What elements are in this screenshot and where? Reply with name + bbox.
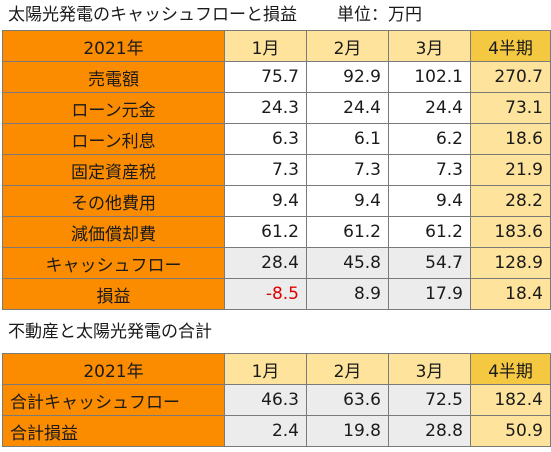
header-month-3[interactable]: 3月 [388,353,471,385]
row-label[interactable]: 合計キャッシュフロー [2,384,225,416]
cell-value[interactable]: 9.4 [306,185,389,217]
unit-label: 単位：万円 [337,5,422,25]
table-row: ローン元金 24.3 24.4 24.4 73.1 [2,92,551,124]
cell-value[interactable]: 7.3 [306,154,389,186]
cell-quarter-value[interactable]: 21.9 [470,154,551,186]
cell-value[interactable]: 24.4 [388,92,471,124]
table-row: ローン利息 6.3 6.1 6.2 18.6 [2,123,551,155]
header-quarter[interactable]: 4半期 [470,353,551,385]
row-label[interactable]: 固定資産税 [2,154,225,186]
row-label[interactable]: ローン元金 [2,92,225,124]
table-row: 減価償却費 61.2 61.2 61.2 183.6 [2,216,551,248]
cell-quarter-value[interactable]: 18.6 [470,123,551,155]
cell-value[interactable]: 75.7 [224,61,307,93]
cell-value[interactable]: 6.3 [224,123,307,155]
cell-value[interactable]: 46.3 [224,384,307,416]
cell-value[interactable]: 61.2 [224,216,307,248]
cell-value[interactable]: 19.8 [306,415,389,447]
row-label[interactable]: 売電額 [2,61,225,93]
cell-quarter-value[interactable]: 182.4 [470,384,551,416]
cell-value[interactable]: 9.4 [388,185,471,217]
cell-value[interactable]: 24.3 [224,92,307,124]
combined-total-table: 2021年 1月 2月 3月 4半期 合計キャッシュフロー 46.3 63.6 … [2,353,551,447]
section2-title-line: 不動産と太陽光発電の合計 [8,317,212,347]
table-row-total-cashflow: 合計キャッシュフロー 46.3 63.6 72.5 182.4 [2,384,551,416]
row-label[interactable]: 合計損益 [2,415,225,447]
row-label[interactable]: その他費用 [2,185,225,217]
cell-value[interactable]: 24.4 [306,92,389,124]
cell-quarter-value[interactable]: 73.1 [470,92,551,124]
solar-cashflow-table: 2021年 1月 2月 3月 4半期 売電額 75.7 92.9 102.1 2… [2,30,551,310]
cell-value[interactable]: 8.9 [306,278,389,310]
table-header-row: 2021年 1月 2月 3月 4半期 [2,353,551,385]
cell-value[interactable]: 6.2 [388,123,471,155]
table-header-row: 2021年 1月 2月 3月 4半期 [2,30,551,62]
cell-value[interactable]: 63.6 [306,384,389,416]
cell-value[interactable]: 28.4 [224,247,307,279]
cell-quarter-value[interactable]: 270.7 [470,61,551,93]
cell-value[interactable]: 102.1 [388,61,471,93]
cell-quarter-value[interactable]: 50.9 [470,415,551,447]
header-month-3[interactable]: 3月 [388,30,471,62]
cell-value[interactable]: 7.3 [388,154,471,186]
table-row-profit-loss: 損益 -8.5 8.9 17.9 18.4 [2,278,551,310]
cell-value[interactable]: 28.8 [388,415,471,447]
section1-title: 太陽光発電のキャッシュフローと損益 [8,5,297,25]
header-month-1[interactable]: 1月 [224,353,307,385]
row-label[interactable]: キャッシュフロー [2,247,225,279]
table-row-cashflow: キャッシュフロー 28.4 45.8 54.7 128.9 [2,247,551,279]
header-year[interactable]: 2021年 [2,353,225,385]
cell-value[interactable]: 6.1 [306,123,389,155]
cell-value[interactable]: 92.9 [306,61,389,93]
cell-value[interactable]: 72.5 [388,384,471,416]
cell-value[interactable]: 61.2 [388,216,471,248]
cell-value[interactable]: 7.3 [224,154,307,186]
cell-value-negative[interactable]: -8.5 [224,278,307,310]
cell-value[interactable]: 54.7 [388,247,471,279]
table-row: その他費用 9.4 9.4 9.4 28.2 [2,185,551,217]
header-month-2[interactable]: 2月 [306,353,389,385]
section1-title-line: 太陽光発電のキャッシュフローと損益 単位：万円 [8,0,422,30]
cell-quarter-value[interactable]: 128.9 [470,247,551,279]
section2-title: 不動産と太陽光発電の合計 [8,322,212,342]
cell-quarter-value[interactable]: 18.4 [470,278,551,310]
header-month-2[interactable]: 2月 [306,30,389,62]
cell-value[interactable]: 9.4 [224,185,307,217]
header-year[interactable]: 2021年 [2,30,225,62]
table-row: 売電額 75.7 92.9 102.1 270.7 [2,61,551,93]
row-label[interactable]: ローン利息 [2,123,225,155]
table-row: 固定資産税 7.3 7.3 7.3 21.9 [2,154,551,186]
cell-value[interactable]: 61.2 [306,216,389,248]
table-row-total-profit-loss: 合計損益 2.4 19.8 28.8 50.9 [2,415,551,447]
cell-quarter-value[interactable]: 28.2 [470,185,551,217]
cell-value[interactable]: 45.8 [306,247,389,279]
cell-value[interactable]: 17.9 [388,278,471,310]
cell-quarter-value[interactable]: 183.6 [470,216,551,248]
cell-value[interactable]: 2.4 [224,415,307,447]
header-month-1[interactable]: 1月 [224,30,307,62]
row-label[interactable]: 減価償却費 [2,216,225,248]
row-label[interactable]: 損益 [2,278,225,310]
header-quarter[interactable]: 4半期 [470,30,551,62]
